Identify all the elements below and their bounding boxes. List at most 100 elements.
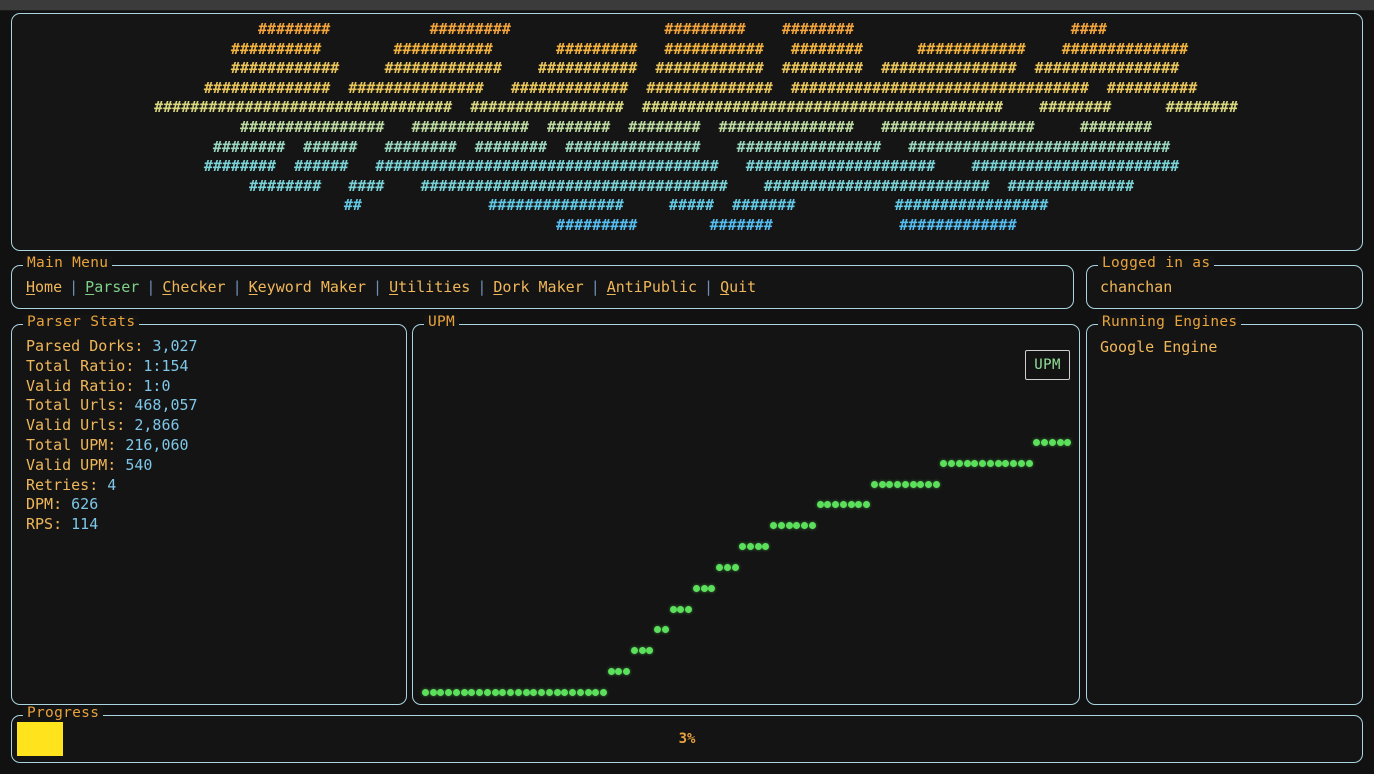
chart-data-point [630,647,638,655]
main-menu-items: Home | Parser | Checker | Keyword Maker | Utilit… [26,276,756,298]
parser-stat-row: Retries: 4 [26,476,198,496]
menu-item-home[interactable]: Home [26,278,63,296]
chart-data-point [979,459,987,467]
chart-data-point [646,647,654,655]
chart-data-point [460,689,468,696]
chart-data-point [847,501,855,509]
chart-data-point [901,480,909,488]
chart-data-point [723,563,731,571]
chart-data-point [522,689,530,696]
menu-separator: | [477,278,487,296]
parser-stat-row: Valid UPM: 540 [26,456,198,476]
chart-data-point [445,689,453,696]
parser-stat-row: Total Ratio: 1:154 [26,357,198,377]
chart-data-point [816,501,824,509]
parser-stat-label: Valid UPM: [26,455,117,474]
chart-data-point [870,480,878,488]
chart-data-point [661,626,669,634]
chart-data-point [1041,438,1049,446]
parser-stat-label: Total UPM: [26,435,117,454]
progress-panel: Progress 3% [11,706,1363,763]
menu-item-antipublic[interactable]: AntiPublic [606,278,698,296]
ascii-banner-row: ######## ###### ########################… [194,157,1180,176]
menu-item-hotkey: D [493,278,503,296]
chart-data-point [986,459,994,467]
menu-item-utilities[interactable]: Utilities [389,278,471,296]
parser-stat-value: 540 [116,455,153,474]
menu-item-hotkey: Q [720,278,730,296]
chart-data-point [963,459,971,467]
chart-data-point [468,689,476,696]
menu-item-dork-maker[interactable]: Dork Maker [493,278,584,296]
parser-stat-value: 4 [98,475,117,494]
chart-data-point [801,522,809,530]
chart-data-point [924,480,932,488]
ascii-banner-row: ################ ############# ####### #… [221,117,1153,136]
chart-data-point [422,689,429,696]
running-engines-list: Google Engine [1100,337,1217,357]
chart-data-point [863,501,871,509]
chart-data-point [785,522,793,530]
menu-item-hotkey: P [85,278,95,296]
chart-data-point [700,584,708,592]
running-engines-panel: Running Engines Google Engine [1086,315,1363,705]
menu-item-hotkey: U [389,278,399,296]
parser-stats-title: Parser Stats [23,315,140,329]
chart-data-point [677,605,685,613]
chart-data-point [948,459,956,467]
parser-stat-value: 468,057 [125,396,198,415]
parser-stat-value: 1:0 [134,376,171,395]
running-engine-item: Google Engine [1100,338,1218,356]
menu-separator: | [146,278,156,296]
chart-data-point [808,522,816,530]
parser-stat-value: 1:154 [134,356,189,375]
chart-data-point [1056,438,1064,446]
menu-item-hotkey: C [162,278,172,296]
chart-data-point [569,689,577,696]
chart-data-point [553,689,561,696]
parser-stat-row: Total Urls: 468,057 [26,396,198,416]
chart-data-point [592,689,600,696]
menu-item-checker[interactable]: Checker [162,278,226,296]
ascii-banner-row: ## ############### ##### ####### #######… [325,196,1049,215]
ascii-banner-row: ################################# ######… [136,98,1238,117]
chart-data-point [607,668,615,676]
chart-data-point [452,689,460,696]
chart-data-point [793,522,801,530]
parser-stat-label: RPS: [26,515,63,534]
parser-stat-row: RPS: 114 [26,515,198,535]
parser-stat-row: DPM: 626 [26,495,198,515]
chart-data-point [476,689,484,696]
chart-data-point [623,668,631,676]
chart-data-point [747,543,754,551]
chart-data-point [1002,459,1010,467]
chart-data-point [561,689,569,696]
parser-stat-label: Valid Ratio: [26,376,135,395]
progress-bar-track: 3% [17,722,1357,756]
parser-stat-row: Valid Urls: 2,866 [26,416,198,436]
parser-stat-value: 114 [62,515,99,534]
chart-data-point [754,543,762,551]
chart-data-point [638,647,646,655]
menu-item-parser[interactable]: Parser [85,278,140,296]
chart-data-point [437,689,445,696]
progress-bar-fill [17,722,63,756]
menu-item-quit[interactable]: Quit [720,278,757,296]
menu-item-keyword-maker[interactable]: Keyword Maker [248,278,367,296]
chart-data-point [909,480,917,488]
chart-data-point [654,626,662,634]
parser-stat-row: Valid Ratio: 1:0 [26,377,198,397]
chart-data-point [429,689,437,696]
chart-data-point [1048,438,1056,446]
chart-data-point [855,501,863,509]
chart-data-point [599,689,607,696]
logged-in-username: chanchan [1100,278,1173,296]
parser-stat-label: Parsed Dorks: [26,337,144,355]
chart-data-point [940,459,948,467]
menu-separator: | [704,278,714,296]
parser-stats-panel: Parser Stats Parsed Dorks: 3,027 Total Ra… [11,315,407,705]
chart-data-point [530,689,538,696]
ascii-banner-row: ########## ########### ######### #######… [185,39,1189,58]
window-titlebar [0,0,1374,11]
ascii-banner-row: ######## #### ##########################… [239,176,1135,195]
